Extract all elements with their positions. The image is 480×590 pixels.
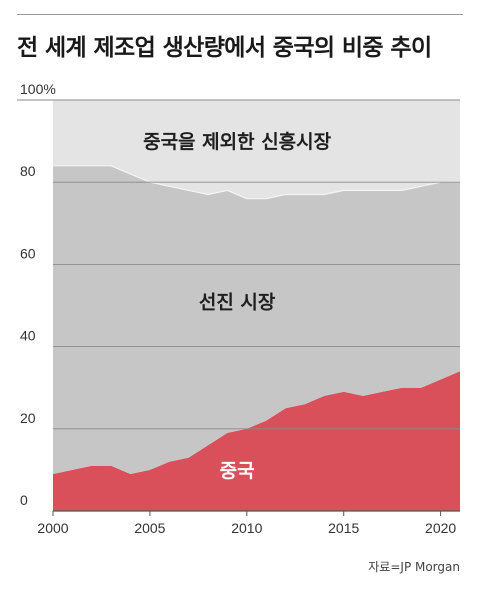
gridlines [17,99,460,512]
y-tick-label: 40 [20,328,36,344]
y-tick-label: 0 [20,492,28,508]
y-tick-label: 80 [20,163,36,179]
series-label-2: 중국을 제외한 신흥시장 [143,130,332,153]
x-axis-ticks: 2000 2005 2010 2015 2020 [37,511,456,536]
y-axis-ticks: 0 20 40 60 80 100% [20,81,56,508]
series-labels: 중국 선진 시장 중국을 제외한 신흥시장 [143,130,332,482]
x-tick-label: 2005 [134,520,165,536]
y-tick-label: 20 [20,410,36,426]
boundary-line [53,165,460,200]
x-tick-label: 2015 [328,520,359,536]
area-series-1 [53,165,460,475]
x-tick-label: 2010 [231,520,262,536]
x-tick-label: 2000 [37,520,68,536]
series-label-0: 중국 [220,460,255,482]
area-layers [53,100,460,511]
x-tick-label: 2020 [425,520,456,536]
area-series-2 [53,100,460,199]
source-note: 자료=JP Morgan [368,560,460,574]
top-rule [17,14,463,15]
y-tick-label-top: 100% [20,81,56,97]
area-series-0 [53,371,460,511]
chart-title: 전 세계 제조업 생산량에서 중국의 비중 추이 [17,35,432,61]
y-tick-label: 60 [20,245,36,261]
series-label-1: 선진 시장 [199,291,276,313]
